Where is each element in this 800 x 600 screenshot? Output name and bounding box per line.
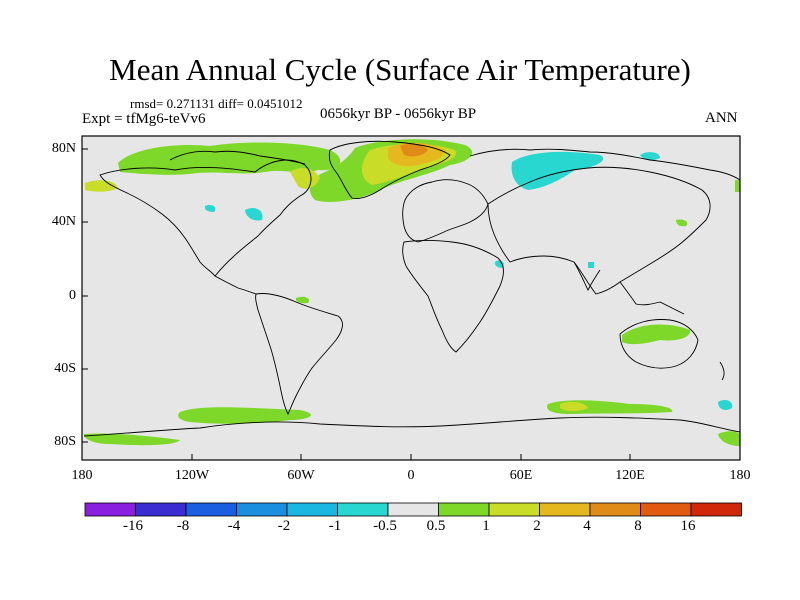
lon-label-120w: 120W [174,468,210,483]
season-label: ANN [705,110,738,126]
experiment-label: Expt = tfMg6-teVv6 [82,111,206,127]
period-label: 0656kyr BP - 0656kyr BP [320,106,477,122]
anomaly-patches [84,139,740,446]
colorbar-swatch [84,502,136,517]
anomaly-great-lakes [245,208,263,221]
colorbar-label: 2 [533,518,541,534]
colorbar-swatch [640,502,692,517]
coast-se-asia [619,281,685,315]
colorbar-swatch [286,502,338,517]
coast-greenland [328,140,451,199]
lon-label-60w: 60W [287,468,315,483]
anomaly-ne-america [204,204,216,212]
lon-label-60e: 60E [509,468,533,483]
colorbar-swatch [488,502,540,517]
coast-europe [402,179,489,243]
colorbar-label: 8 [634,518,642,534]
colorbar-label: -8 [176,518,190,534]
coast-asia [487,166,711,295]
map-title: Mean Annual Cycle (Surface Air Temperatu… [109,52,691,87]
colorbar-swatch [539,502,591,517]
colorbar-label: -16 [123,518,143,534]
colorbar-label: -4 [227,518,241,534]
lat-label-80n: 80N [51,141,76,156]
anomaly-antarctic-cool [718,400,733,410]
anomaly-amazon [295,296,310,304]
anomaly-antarctic-west [178,407,311,424]
lat-label-40n: 40N [51,214,76,229]
colorbar-label: 1 [482,518,490,534]
coastlines [83,140,741,437]
coast-australia [619,319,699,369]
anomaly-ross-west [84,433,180,446]
colorbar-label: 0.5 [426,518,446,534]
coast-new-zealand [719,361,725,381]
stats-text: rmsd= 0.271131 diff= 0.0451012 [130,96,303,111]
lon-label-180e: 180 [729,468,751,483]
map-ticks [82,148,631,460]
colorbar-label: 16 [680,518,696,534]
coast-africa [402,240,504,353]
anomaly-india [588,262,594,268]
colorbar-swatch [135,502,187,517]
anomaly-ross-east [718,431,740,446]
lon-label-180w: 180 [71,468,93,483]
coast-arctic-north [469,148,741,181]
lat-label-40s: 40S [54,361,76,376]
colorbar-swatch [589,502,641,517]
coast-north-america [99,159,312,277]
anomaly-australia [622,324,691,345]
coast-south-america [255,293,343,416]
anomaly-alaska [85,180,118,192]
lon-label-0: 0 [407,468,415,483]
anomaly-canada-yellow [290,168,320,189]
lat-label-80s: 80S [54,434,76,449]
coast-india [573,261,601,292]
anomaly-japan [676,219,688,227]
anomaly-antarctic-east-yellow [560,401,588,411]
lon-label-120e: 120E [615,468,645,483]
lat-label-0: 0 [69,288,76,303]
colorbar-swatch [438,502,490,517]
colorbar-swatch [185,502,237,517]
colorbar-label: -0.5 [373,518,397,534]
colorbar-swatch [387,502,439,517]
anomaly-arctic-canada [118,142,341,175]
anomaly-greenland-core [400,143,428,157]
anomaly-arctic-east-cool [640,152,660,161]
anomaly-east-siberia [735,180,740,192]
colorbar-swatch [690,502,742,517]
coast-central-america [214,275,257,295]
colorbar-swatch [337,502,389,517]
coast-canadian-archipelago [169,150,306,165]
colorbar [84,502,742,517]
coast-antarctica [83,416,741,437]
colorbar-swatch [236,502,288,517]
colorbar-label: 4 [583,518,591,534]
colorbar-label: -1 [328,518,342,534]
colorbar-label: -2 [277,518,291,534]
